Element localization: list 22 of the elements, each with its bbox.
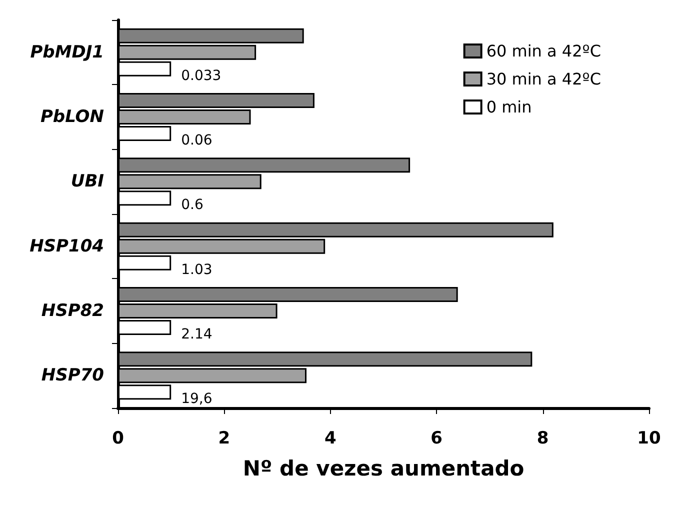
- x-tick-label: 10: [637, 428, 661, 448]
- x-tick-label: 8: [536, 428, 549, 448]
- y-tick-label: UBI: [70, 172, 104, 192]
- legend-label: 0 min: [486, 98, 532, 116]
- y-tick-label: HSP70: [41, 366, 104, 386]
- x-tick-label: 0: [112, 428, 124, 448]
- legend-label: 60 min a 42ºC: [486, 42, 602, 60]
- x-tick-label: 6: [430, 428, 443, 448]
- annotation: 0.033: [181, 68, 222, 84]
- y-tick-label: HSP104: [30, 236, 104, 256]
- annotation: 0.6: [181, 197, 204, 214]
- x-tick-label: 4: [324, 428, 336, 448]
- annotation: 1.03: [181, 262, 212, 278]
- x-tick-label: 2: [218, 428, 230, 448]
- annotation: 2.14: [181, 326, 212, 342]
- x-axis-title: Nº de vezes aumentado: [242, 456, 524, 480]
- y-tick-label: PbMDJ1: [30, 42, 104, 62]
- annotation: 19,6: [181, 391, 212, 408]
- annotation: 0.06: [181, 132, 212, 148]
- y-tick-label: HSP82: [41, 301, 104, 321]
- legend-label: 30 min a 42ºC: [486, 70, 602, 88]
- y-tick-label: PbLON: [40, 107, 104, 127]
